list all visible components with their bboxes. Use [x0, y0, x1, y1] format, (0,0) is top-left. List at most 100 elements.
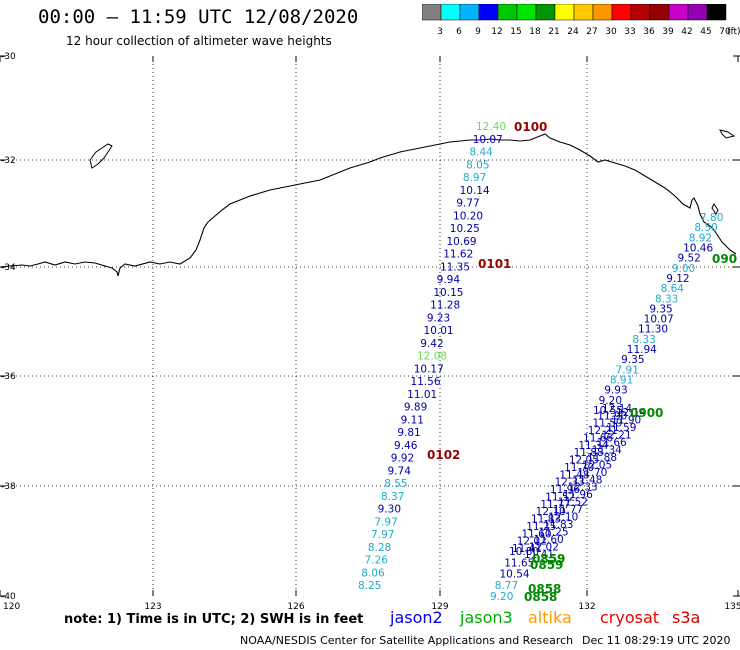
y-axis-labels: -30 -32 -34 -36 -38 -40	[1, 52, 16, 602]
y-tick-label: -32	[1, 156, 16, 166]
pass-time-label: 0859	[530, 558, 563, 572]
wave-height-label: 7.80	[700, 212, 723, 224]
y-tick-label: -30	[1, 52, 16, 62]
satellite-track-dense: 9.208.7710.5411.6510.8011.4111.4112.0212…	[490, 403, 646, 603]
pass-time-label: 090	[712, 252, 737, 266]
legend-label: 6	[456, 27, 462, 37]
wave-height-label-dense: 11.66	[597, 437, 627, 449]
wave-height-label: 8.44	[469, 147, 493, 159]
legend-label: 33	[624, 27, 635, 37]
wave-height-label: 9.81	[397, 427, 420, 439]
wave-height-label-dense: 12.14	[616, 407, 646, 419]
wave-height-label-dense: 12.33	[555, 477, 585, 489]
mission-altika: altika	[528, 608, 572, 627]
wave-height-label: 8.92	[689, 232, 712, 244]
wave-height-label-dense: 12.05	[582, 459, 612, 471]
pass-time-label: 0858	[528, 582, 561, 596]
legend-label: 15	[510, 27, 521, 37]
wave-height-map: 120 123 126 129 132 135 -30 -32 -34 -36 -38 -40 12…	[0, 52, 740, 610]
wave-height-label: 12.40	[476, 121, 506, 133]
wave-height-label: 10.17	[414, 363, 444, 375]
wave-height-label: 9.93	[604, 385, 627, 397]
wave-height-label: 8.91	[610, 375, 633, 387]
wave-height-label-dense: 11.34	[592, 444, 622, 456]
gridlines	[0, 55, 740, 597]
wave-height-label-dense: 11.25	[539, 527, 569, 539]
wave-height-label: 9.20	[490, 591, 513, 603]
wave-height-label: 9.00	[672, 263, 695, 275]
wave-height-label: 10.54	[500, 569, 530, 581]
legend-label: (ft)	[727, 27, 740, 37]
satellite-track-west: 12.4010.078.448.058.9710.149.7710.2010.2…	[358, 121, 506, 592]
mission-cryosat: cryosat	[600, 608, 660, 627]
wave-height-label-dense: 12.10	[548, 512, 578, 524]
legend-label: 30	[605, 27, 617, 37]
legend-label: 39	[662, 27, 674, 37]
wave-height-label: 11.56	[410, 376, 440, 388]
wave-height-label-dense: 12.33	[568, 482, 598, 494]
wave-height-label-dense: 11.70	[577, 467, 607, 479]
wave-height-label: 10.20	[453, 210, 483, 222]
legend-label: 27	[586, 27, 597, 37]
map-title: 00:00 – 11:59 UTC 12/08/2020	[38, 6, 359, 28]
wave-height-label: 10.46	[683, 242, 713, 254]
wave-height-label-dense: 12.14	[602, 403, 632, 415]
y-tick-label: -36	[1, 372, 16, 382]
wave-height-label: 12.08	[417, 351, 447, 363]
footer-credit: NOAA/NESDIS Center for Satellite Applica…	[240, 634, 574, 647]
color-scale-legend: 3 6 9 12 15 18 21 24 27 30 33 36 39 42 45 70(ft)	[422, 4, 740, 37]
wave-height-label-dense: 11.52	[545, 491, 575, 503]
wave-height-label: 10.69	[447, 236, 477, 248]
wave-height-label-dense: 12.21	[601, 429, 631, 441]
pass-time-label: 0858	[524, 590, 557, 604]
wave-height-label-dense: 11.48	[559, 469, 589, 481]
wave-height-label-dense: 11.48	[572, 474, 602, 486]
wave-height-label-dense: 12.05	[569, 455, 599, 467]
wave-height-label-dense: 11.52	[558, 497, 588, 509]
wave-height-label-dense: 12.02	[529, 542, 559, 554]
legend-label: 24	[567, 27, 579, 37]
wave-height-label-dense: 11.90	[611, 414, 641, 426]
coast-headland	[719, 129, 736, 139]
pass-time-label: 0102	[427, 448, 460, 462]
wave-height-label-dense: 11.25	[526, 521, 556, 533]
wave-height-label: 9.42	[420, 338, 443, 350]
legend-label: 3	[437, 27, 443, 37]
wave-height-label: 8.28	[368, 542, 391, 554]
legend-label: 45	[700, 27, 711, 37]
wave-height-label: 8.33	[655, 293, 678, 305]
wave-height-label: 9.77	[456, 198, 479, 210]
footer-note: note: 1) Time is in UTC; 2) SWH is in fe…	[64, 612, 364, 627]
wave-height-label: 10.07	[644, 314, 674, 326]
x-tick-label: 126	[287, 602, 304, 610]
wave-height-label: 9.12	[666, 273, 689, 285]
wave-height-label-dense: 12.10	[536, 506, 566, 518]
wave-height-label: 9.92	[391, 453, 414, 465]
wave-height-label-dense: 11.83	[543, 519, 573, 531]
wave-height-label: 10.80	[509, 546, 539, 558]
wave-height-label: 9.52	[677, 253, 700, 265]
wave-height-label: 8.37	[381, 491, 404, 503]
legend-label: 21	[548, 27, 559, 37]
wave-height-label: 7.97	[374, 516, 397, 528]
footer-date: Dec 11 08:29:19 UTC 2020	[582, 634, 731, 647]
x-tick-label: 123	[144, 602, 161, 610]
legend-label: 18	[529, 27, 541, 37]
wave-height-label: 9.30	[378, 504, 401, 516]
wave-height-label: 8.33	[632, 334, 655, 346]
wave-height-label: 9.35	[649, 303, 672, 315]
wave-height-label-dense: 11.77	[553, 504, 583, 516]
wave-height-label-dense: 11.77	[540, 499, 570, 511]
x-tick-label: 129	[431, 602, 448, 610]
satellite-track-east: 7.808.508.9210.469.529.009.128.648.339.3…	[593, 212, 723, 417]
wave-height-label: 8.50	[694, 222, 717, 234]
legend-label: 42	[681, 27, 692, 37]
mission-jason3: jason3	[460, 608, 513, 627]
y-tick-label: -34	[1, 263, 16, 273]
wave-height-label-dense: 11.88	[587, 452, 617, 464]
wave-height-label: 8.05	[466, 159, 489, 171]
wave-height-label: 7.26	[365, 555, 389, 567]
y-tick-label: -38	[1, 482, 16, 492]
x-tick-label: 132	[578, 602, 595, 610]
wave-height-label-dense: 11.60	[534, 534, 564, 546]
